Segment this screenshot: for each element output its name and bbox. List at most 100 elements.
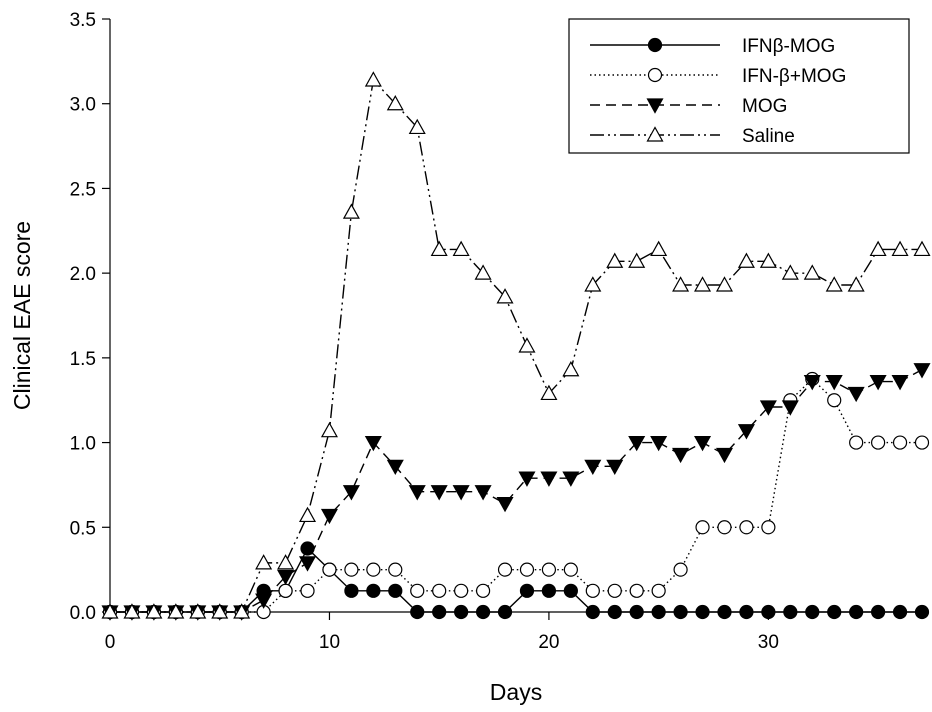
data-point: [519, 562, 535, 577]
data-point: [871, 604, 886, 620]
data-point: [914, 604, 930, 620]
data-point: [320, 421, 338, 438]
data-point: [562, 471, 580, 487]
data-point: [300, 583, 315, 598]
data-point: [803, 374, 821, 391]
y-tick-label: 1.5: [70, 349, 96, 370]
data-point: [366, 583, 381, 598]
data-point: [825, 374, 843, 391]
y-tick-label: 1.0: [70, 434, 96, 455]
data-point: [408, 118, 426, 135]
legend-item: Saline: [590, 126, 795, 147]
data-point: [298, 506, 317, 523]
data-point: [408, 485, 426, 501]
data-point: [628, 435, 646, 452]
legend-label: IFN-β+MOG: [742, 66, 846, 87]
data-point: [342, 485, 360, 501]
data-point: [694, 276, 712, 292]
data-point: [101, 603, 119, 619]
data-point: [606, 459, 624, 476]
x-axis-title: Days: [490, 679, 542, 705]
data-point: [737, 252, 755, 268]
legend-marker: [647, 67, 663, 83]
data-point: [805, 604, 820, 620]
data-point: [322, 562, 337, 577]
data-point: [717, 604, 732, 620]
y-tick-label: 2.5: [70, 179, 96, 200]
data-point: [386, 459, 404, 476]
data-point: [783, 604, 798, 620]
x-tick-label: 10: [319, 632, 340, 653]
data-point: [410, 583, 425, 598]
data-point: [673, 562, 688, 577]
data-point: [278, 583, 293, 598]
data-point: [474, 264, 492, 280]
data-point: [715, 276, 734, 292]
data-point: [849, 604, 864, 620]
data-point: [717, 520, 732, 535]
data-point: [496, 496, 514, 513]
data-point: [344, 583, 359, 598]
data-point: [518, 337, 536, 353]
data-point: [847, 386, 865, 403]
series-line: [110, 547, 922, 613]
data-point: [388, 583, 403, 598]
data-point: [255, 593, 273, 609]
data-point: [342, 203, 360, 219]
data-point: [298, 556, 317, 572]
data-point: [629, 604, 644, 620]
data-point: [629, 583, 644, 598]
data-point: [737, 424, 755, 440]
data-point: [825, 276, 843, 292]
data-point: [871, 435, 886, 450]
data-point: [366, 562, 381, 577]
data-point: [496, 288, 514, 304]
data-point: [651, 583, 666, 598]
data-point: [430, 240, 448, 257]
y-tick-label: 3.0: [70, 95, 96, 116]
data-point: [715, 447, 734, 464]
data-point: [388, 562, 403, 577]
data-point: [672, 447, 690, 464]
data-point: [452, 485, 470, 501]
series-line: [110, 378, 922, 613]
legend-marker: [646, 126, 664, 142]
data-point: [410, 604, 425, 620]
data-point: [913, 240, 931, 257]
data-point: [386, 94, 404, 111]
data-point: [475, 604, 491, 620]
data-point: [432, 604, 447, 620]
legend-item: IFN-β+MOG: [590, 66, 846, 87]
data-point: [891, 374, 909, 391]
series-3-markers: [101, 71, 931, 619]
data-point: [892, 435, 908, 450]
data-point: [541, 562, 557, 577]
data-point: [320, 508, 338, 525]
data-point: [585, 604, 600, 620]
data-point: [211, 603, 229, 619]
data-point: [781, 400, 799, 416]
data-point: [913, 363, 931, 379]
data-point: [277, 569, 295, 586]
data-point: [759, 400, 777, 416]
series-2: [110, 369, 923, 613]
data-point: [694, 435, 712, 452]
data-point: [914, 435, 930, 450]
data-point: [672, 276, 690, 292]
data-point: [145, 603, 163, 619]
series-2-markers: [101, 363, 931, 621]
data-point: [563, 583, 578, 598]
data-point: [849, 435, 864, 450]
data-point: [606, 252, 624, 268]
data-point: [475, 583, 491, 598]
data-point: [695, 604, 710, 620]
data-point: [803, 264, 821, 280]
data-point: [759, 252, 777, 268]
data-point: [518, 471, 536, 487]
data-point: [827, 393, 842, 408]
series-line: [110, 78, 922, 613]
data-point: [892, 604, 908, 620]
legend: IFNβ-MOG IFN-β+MOG MOG Saline: [568, 18, 910, 154]
data-point: [167, 603, 185, 619]
